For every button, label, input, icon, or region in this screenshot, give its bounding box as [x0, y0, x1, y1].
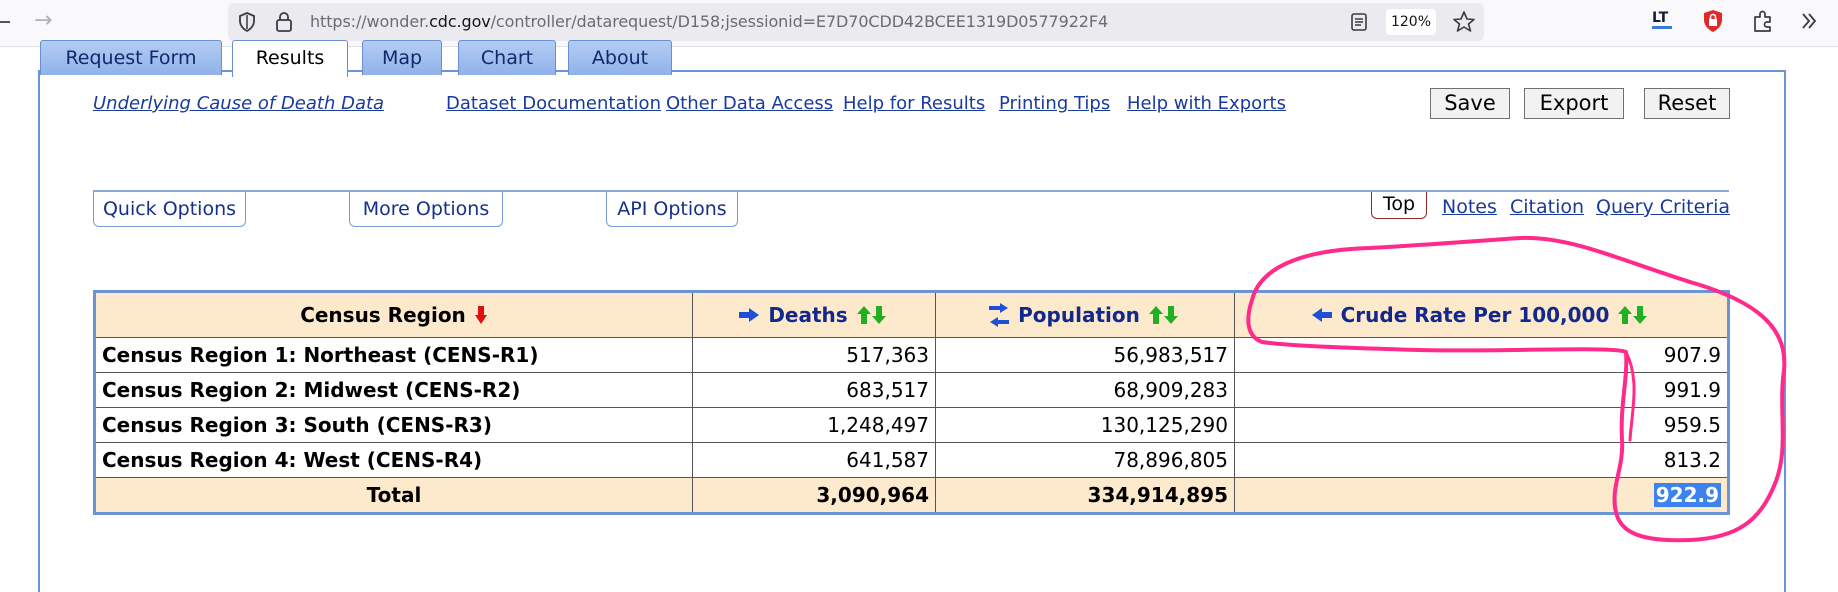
population-cell: 130,125,290 — [935, 407, 1235, 443]
deaths-cell: 517,363 — [692, 337, 936, 373]
shield-icon[interactable] — [238, 12, 256, 32]
population-header[interactable]: Population — [935, 291, 1235, 338]
table-header-row: Census Region Deaths — [94, 291, 1729, 338]
total-rate-cell[interactable]: 922.9 — [1234, 477, 1729, 514]
address-bar[interactable]: https://wonder.cdc.gov/controller/datare… — [228, 3, 1484, 41]
table-row: Census Region 4: West (CENS-R4) 641,587 … — [94, 442, 1729, 478]
export-button[interactable]: Export — [1524, 88, 1624, 119]
other-data-access-link[interactable]: Other Data Access — [666, 93, 834, 114]
rate-cell: 991.9 — [1234, 372, 1729, 408]
census-region-header[interactable]: Census Region — [94, 291, 693, 338]
api-options-button[interactable]: API Options — [606, 192, 738, 227]
rate-cell: 907.9 — [1234, 337, 1729, 373]
rate-cell: 959.5 — [1234, 407, 1729, 443]
population-header-label: Population — [1018, 303, 1140, 327]
deaths-cell: 641,587 — [692, 442, 936, 478]
rate-cell: 813.2 — [1234, 442, 1729, 478]
more-options-button[interactable]: More Options — [349, 192, 503, 227]
tab-request-form[interactable]: Request Form — [40, 40, 222, 75]
reset-button[interactable]: Reset — [1644, 88, 1730, 119]
results-table: Census Region Deaths — [93, 290, 1730, 515]
url-text[interactable]: https://wonder.cdc.gov/controller/datare… — [310, 12, 1109, 31]
crude-rate-header-label: Crude Rate Per 100,000 — [1340, 303, 1610, 327]
deaths-header-label: Deaths — [768, 303, 848, 327]
options-divider — [93, 190, 1729, 192]
tab-map[interactable]: Map — [362, 40, 442, 75]
population-cell: 56,983,517 — [935, 337, 1235, 373]
move-left-arrow-icon[interactable] — [1311, 307, 1333, 323]
help-with-exports-link[interactable]: Help with Exports — [1127, 93, 1286, 114]
zoom-level[interactable]: 120% — [1386, 9, 1436, 35]
total-label-cell: Total — [94, 477, 693, 514]
reader-view-icon[interactable] — [1350, 12, 1368, 32]
census-region-header-label: Census Region — [300, 303, 466, 327]
ublock-shield-icon[interactable] — [1700, 8, 1726, 34]
table-row: Census Region 1: Northeast (CENS-R1) 517… — [94, 337, 1729, 373]
printing-tips-link[interactable]: Printing Tips — [999, 93, 1111, 114]
region-cell: Census Region 3: South (CENS-R3) — [94, 407, 693, 443]
query-criteria-link[interactable]: Query Criteria — [1596, 196, 1731, 218]
sort-arrows-icon[interactable] — [856, 304, 890, 326]
region-cell: Census Region 4: West (CENS-R4) — [94, 442, 693, 478]
overflow-menu-icon[interactable] — [1796, 8, 1822, 34]
underlying-cause-link[interactable]: Underlying Cause of Death Data — [93, 93, 385, 114]
region-cell: Census Region 2: Midwest (CENS-R2) — [94, 372, 693, 408]
total-row: Total 3,090,964 334,914,895 922.9 — [94, 477, 1729, 514]
languagetool-extension-icon[interactable]: LT — [1650, 8, 1676, 34]
help-for-results-link[interactable]: Help for Results — [843, 93, 986, 114]
browser-toolbar: → https://wonder.cdc.gov/controller/data… — [0, 0, 1838, 47]
top-button[interactable]: Top — [1371, 192, 1427, 219]
tab-about[interactable]: About — [568, 40, 672, 75]
save-button[interactable]: Save — [1430, 88, 1510, 119]
forward-icon[interactable]: → — [34, 8, 53, 33]
selected-total-rate[interactable]: 922.9 — [1653, 483, 1721, 507]
dataset-documentation-link[interactable]: Dataset Documentation — [446, 93, 661, 114]
population-cell: 78,896,805 — [935, 442, 1235, 478]
sort-arrows-icon[interactable] — [1148, 304, 1182, 326]
notes-link[interactable]: Notes — [1442, 196, 1497, 218]
back-icon[interactable] — [0, 21, 10, 23]
sort-descending-icon[interactable] — [474, 305, 488, 325]
table-row: Census Region 3: South (CENS-R3) 1,248,4… — [94, 407, 1729, 443]
swap-arrows-icon[interactable] — [988, 302, 1010, 328]
bookmark-star-icon[interactable] — [1452, 10, 1476, 34]
deaths-cell: 683,517 — [692, 372, 936, 408]
quick-options-button[interactable]: Quick Options — [93, 192, 246, 227]
move-right-arrow-icon[interactable] — [738, 307, 760, 323]
table-row: Census Region 2: Midwest (CENS-R2) 683,5… — [94, 372, 1729, 408]
extensions-puzzle-icon[interactable] — [1750, 8, 1776, 34]
region-cell: Census Region 1: Northeast (CENS-R1) — [94, 337, 693, 373]
total-population-cell: 334,914,895 — [935, 477, 1235, 514]
deaths-header[interactable]: Deaths — [692, 291, 936, 338]
citation-link[interactable]: Citation — [1510, 196, 1585, 218]
tab-results[interactable]: Results — [232, 40, 348, 77]
population-cell: 68,909,283 — [935, 372, 1235, 408]
total-deaths-cell: 3,090,964 — [692, 477, 936, 514]
deaths-cell: 1,248,497 — [692, 407, 936, 443]
tab-chart[interactable]: Chart — [458, 40, 556, 75]
crude-rate-header[interactable]: Crude Rate Per 100,000 — [1234, 291, 1729, 338]
sort-arrows-icon[interactable] — [1617, 304, 1651, 326]
lock-icon[interactable] — [274, 11, 294, 33]
